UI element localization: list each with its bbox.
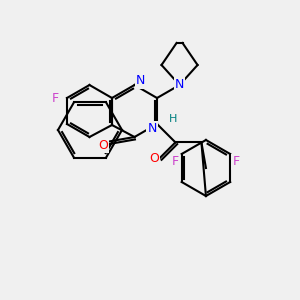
- Text: F: F: [232, 155, 240, 169]
- Text: N: N: [175, 79, 184, 92]
- Text: F: F: [51, 92, 58, 104]
- Text: N: N: [147, 122, 157, 136]
- Text: F: F: [172, 155, 179, 169]
- Text: N: N: [136, 74, 145, 88]
- Text: O: O: [149, 152, 159, 164]
- Text: H: H: [169, 114, 177, 124]
- Text: O: O: [98, 139, 108, 152]
